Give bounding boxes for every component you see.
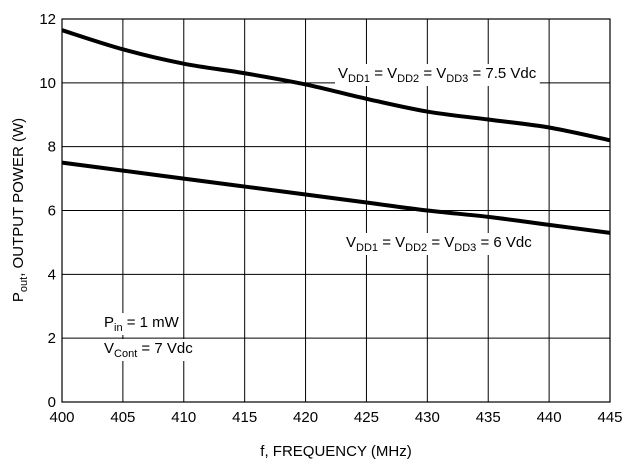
tick-labels: 400 405 410 415 420 425 430 435 440 445 0 2 4 6 8 10 12 [39, 11, 622, 426]
x-tick-label: 420 [293, 409, 318, 426]
y-tick-label: 12 [39, 11, 56, 28]
y-tick-label: 10 [39, 75, 56, 92]
annotation-backgrounds [101, 64, 540, 361]
y-axis-title: Pout, OUTPUT POWER (W) [10, 118, 30, 302]
annotation-background [101, 339, 197, 361]
y-tick-label: 2 [48, 330, 56, 347]
x-axis-title: f, FREQUENCY (MHz) [260, 443, 411, 460]
x-tick-label: 430 [415, 409, 440, 426]
gridlines [62, 19, 610, 402]
y-tick-label: 8 [48, 139, 56, 156]
y-tick-label: 6 [48, 203, 56, 220]
series-line-1 [61, 28, 611, 143]
x-tick-label: 445 [597, 409, 622, 426]
y-tick-label: 0 [48, 394, 56, 411]
series-line-2 [61, 160, 611, 235]
y-tick-label: 4 [48, 266, 56, 283]
lower-curve-label: VDD1 = VDD2 = VDD3 = 6 Vdc [346, 234, 532, 254]
annotation-background [343, 233, 536, 255]
x-tick-label: 410 [171, 409, 196, 426]
x-tick-label: 440 [537, 409, 562, 426]
vcont-condition-label: VCont = 7 Vdc [104, 340, 193, 360]
upper-curve-label: VDD1 = VDD2 = VDD3 = 7.5 Vdc [338, 65, 537, 85]
x-tick-label: 400 [49, 409, 74, 426]
annotation-background [101, 313, 183, 335]
x-tick-label: 425 [354, 409, 379, 426]
x-tick-label: 405 [110, 409, 135, 426]
annotation-background [335, 64, 540, 86]
pin-condition-label: Pin = 1 mW [104, 314, 180, 334]
plot-frame [61, 18, 611, 403]
x-tick-label: 435 [476, 409, 501, 426]
series-layer [61, 28, 611, 235]
x-tick-label: 415 [232, 409, 257, 426]
